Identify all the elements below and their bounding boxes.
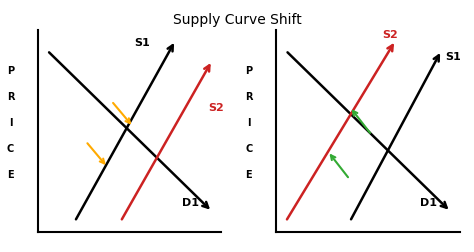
Text: Supply Curve Shift: Supply Curve Shift xyxy=(173,13,301,27)
Text: C: C xyxy=(7,144,14,154)
Text: D1: D1 xyxy=(420,198,437,208)
Text: R: R xyxy=(245,92,253,102)
Text: S2: S2 xyxy=(209,103,224,113)
Text: R: R xyxy=(7,92,14,102)
Text: E: E xyxy=(7,170,14,180)
Text: S1: S1 xyxy=(445,52,461,62)
Text: D1: D1 xyxy=(182,198,199,208)
Text: I: I xyxy=(247,118,251,128)
Text: P: P xyxy=(7,66,14,76)
Text: S2: S2 xyxy=(382,30,398,40)
Text: C: C xyxy=(245,144,253,154)
Text: S1: S1 xyxy=(135,38,150,48)
Text: P: P xyxy=(245,66,253,76)
Text: I: I xyxy=(9,118,12,128)
Text: E: E xyxy=(246,170,252,180)
